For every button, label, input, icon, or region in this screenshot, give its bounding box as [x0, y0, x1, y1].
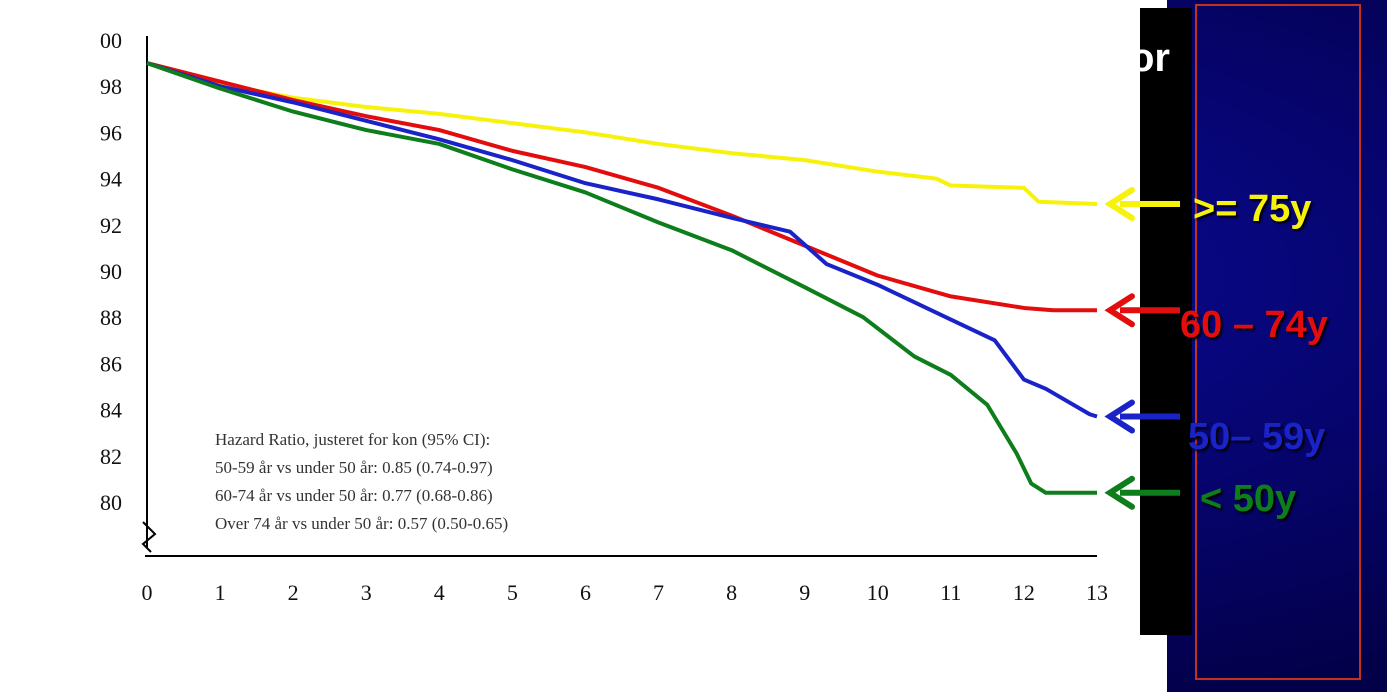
label-60-74y: 60 – 74y — [1180, 306, 1328, 344]
annotation-line: 60-74 år vs under 50 år: 0.77 (0.68-0.86… — [215, 486, 493, 505]
x-tick-label: 10 — [867, 580, 889, 605]
y-tick-label: 86 — [100, 351, 122, 376]
axis-break-mark — [143, 522, 155, 552]
annotation-line: Hazard Ratio, justeret for kon (95% CI): — [215, 430, 490, 449]
series-line-3 — [147, 63, 1097, 493]
x-tick-label: 5 — [507, 580, 518, 605]
label-75y: >= 75y — [1193, 190, 1311, 228]
annotation-line: 50-59 år vs under 50 år: 0.85 (0.74-0.97… — [215, 458, 493, 477]
x-tick-label: 4 — [434, 580, 445, 605]
y-tick-label: 82 — [100, 444, 122, 469]
y-tick-label: 96 — [100, 120, 122, 145]
x-tick-label: 0 — [142, 580, 153, 605]
y-tick-label: 92 — [100, 213, 122, 238]
x-tick-label: 11 — [940, 580, 961, 605]
x-tick-label: 6 — [580, 580, 591, 605]
x-tick-label: 1 — [215, 580, 226, 605]
y-tick-label: 84 — [100, 398, 122, 423]
series-line-0 — [147, 63, 1097, 204]
y-tick-label: 98 — [100, 74, 122, 99]
x-tick-label: 8 — [726, 580, 737, 605]
x-tick-label: 2 — [288, 580, 299, 605]
label-50-59y: 50– 59y — [1188, 418, 1325, 456]
y-tick-label: 00 — [100, 28, 122, 53]
label-under-50y: < 50y — [1200, 480, 1296, 518]
annotation-line: Over 74 år vs under 50 år: 0.57 (0.50-0.… — [215, 514, 508, 533]
x-tick-label: 7 — [653, 580, 664, 605]
y-tick-label: 94 — [100, 167, 122, 192]
x-tick-label: 13 — [1086, 580, 1108, 605]
x-tick-label: 3 — [361, 580, 372, 605]
y-tick-label: 80 — [100, 490, 122, 515]
x-tick-label: 9 — [799, 580, 810, 605]
x-tick-label: 12 — [1013, 580, 1035, 605]
y-tick-label: 88 — [100, 305, 122, 330]
y-tick-label: 90 — [100, 259, 122, 284]
series-line-2 — [147, 63, 1097, 416]
